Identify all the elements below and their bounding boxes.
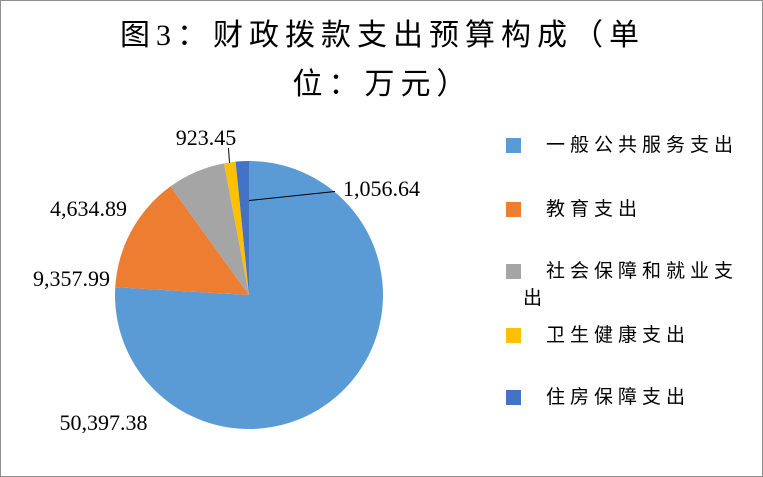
leader-line-health (228, 147, 230, 164)
legend-item-social-security-employment: 社会保障和就业支出 (496, 258, 756, 312)
data-label-social-security-employment: 4,634.89 (50, 196, 127, 221)
pie-slice-health (224, 161, 249, 295)
pie-slice-general-public-services (114, 161, 383, 429)
chart-title-line1: 图3：财政拨款支出预算构成（单 (120, 19, 645, 52)
legend-item-education: 教育支出 (496, 196, 756, 223)
legend-label: 教育支出 (546, 199, 643, 220)
pie-slice-housing (235, 161, 249, 295)
leader-line-housing (248, 191, 336, 201)
legend: 一般公共服务支出 教育支出 社会保障和就业支出 卫生健康支出 住房保障支出 (496, 1, 758, 476)
chart-title: 图3：财政拨款支出预算构成（单 位：万元） (1, 11, 762, 109)
legend-swatch-health (506, 328, 521, 343)
legend-swatch-housing (506, 390, 521, 405)
legend-label: 住房保障支出 (546, 387, 691, 408)
chart-title-line2: 位：万元） (292, 68, 473, 101)
data-label-education: 9,357.99 (33, 266, 110, 291)
data-label-housing: 1,056.64 (343, 176, 420, 201)
legend-label: 一般公共服务支出 (546, 135, 739, 156)
data-label-health: 923.45 (175, 125, 237, 150)
legend-label: 卫生健康支出 (546, 325, 691, 346)
legend-swatch-social-security-employment (506, 264, 521, 279)
pie-slice-social-security-employment (170, 163, 249, 295)
legend-swatch-education (506, 202, 521, 217)
legend-item-health: 卫生健康支出 (496, 322, 756, 349)
data-label-general-public-services: 50,397.38 (59, 410, 148, 435)
legend-label: 社会保障和就业支出 (523, 261, 739, 309)
legend-item-housing: 住房保障支出 (496, 384, 756, 411)
legend-swatch-general-public-services (506, 138, 521, 153)
pie-slice-education (115, 186, 249, 295)
legend-item-general-public-services: 一般公共服务支出 (496, 132, 756, 159)
